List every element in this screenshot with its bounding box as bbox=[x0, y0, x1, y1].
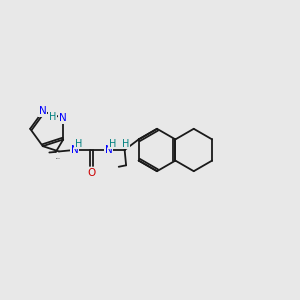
Text: H: H bbox=[75, 139, 82, 148]
Text: N: N bbox=[59, 113, 67, 123]
Text: N: N bbox=[71, 145, 79, 155]
Text: H: H bbox=[49, 112, 57, 122]
Text: H: H bbox=[109, 139, 116, 148]
Text: H: H bbox=[122, 139, 129, 148]
Text: O: O bbox=[87, 168, 95, 178]
Text: N: N bbox=[105, 145, 112, 155]
Text: methyl: methyl bbox=[56, 158, 60, 159]
Text: N: N bbox=[39, 106, 46, 116]
